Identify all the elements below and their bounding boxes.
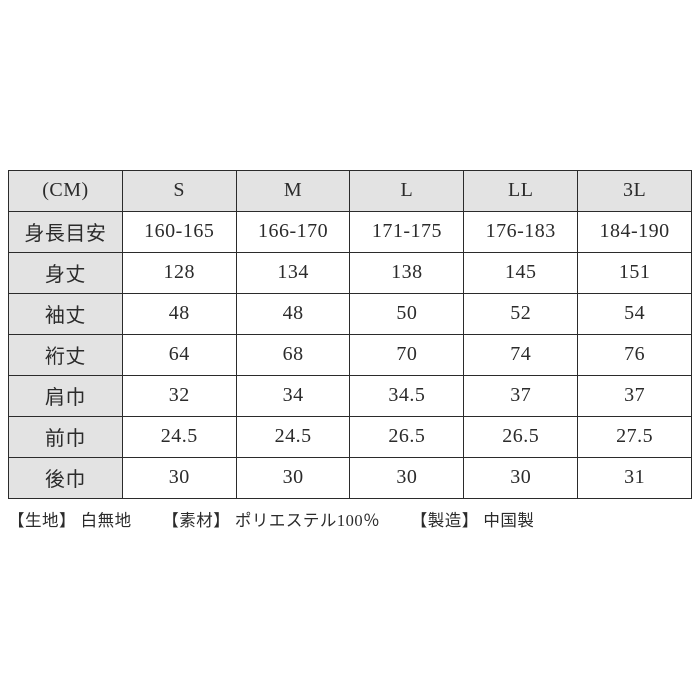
cell: 176-183 <box>464 211 578 252</box>
cell: 166-170 <box>236 211 350 252</box>
note-material: 【素材】 ポリエステル100％ <box>162 511 380 530</box>
row-label: 裄丈 <box>9 334 123 375</box>
row-label: 肩巾 <box>9 375 123 416</box>
col-header-ll: LL <box>464 170 578 211</box>
col-header-unit: (CM) <box>9 170 123 211</box>
cell: 151 <box>578 252 692 293</box>
header-row: (CM) S M L LL 3L <box>9 170 692 211</box>
cell: 31 <box>578 457 692 498</box>
cell: 52 <box>464 293 578 334</box>
cell: 128 <box>122 252 236 293</box>
cell: 64 <box>122 334 236 375</box>
size-chart-table: (CM) S M L LL 3L 身長目安 160-165 166-170 17… <box>8 170 692 499</box>
table-row: 前巾 24.5 24.5 26.5 26.5 27.5 <box>9 416 692 457</box>
row-label: 身丈 <box>9 252 123 293</box>
cell: 37 <box>578 375 692 416</box>
cell: 26.5 <box>464 416 578 457</box>
cell: 26.5 <box>350 416 464 457</box>
cell: 34 <box>236 375 350 416</box>
table-row: 身長目安 160-165 166-170 171-175 176-183 184… <box>9 211 692 252</box>
cell: 160-165 <box>122 211 236 252</box>
cell: 30 <box>122 457 236 498</box>
cell: 138 <box>350 252 464 293</box>
size-chart-container: (CM) S M L LL 3L 身長目安 160-165 166-170 17… <box>0 170 700 531</box>
cell: 171-175 <box>350 211 464 252</box>
cell: 184-190 <box>578 211 692 252</box>
cell: 30 <box>464 457 578 498</box>
cell: 24.5 <box>236 416 350 457</box>
row-label: 袖丈 <box>9 293 123 334</box>
cell: 145 <box>464 252 578 293</box>
table-row: 袖丈 48 48 50 52 54 <box>9 293 692 334</box>
row-label: 後巾 <box>9 457 123 498</box>
table-row: 肩巾 32 34 34.5 37 37 <box>9 375 692 416</box>
cell: 76 <box>578 334 692 375</box>
cell: 24.5 <box>122 416 236 457</box>
table-row: 裄丈 64 68 70 74 76 <box>9 334 692 375</box>
cell: 48 <box>122 293 236 334</box>
table-row: 後巾 30 30 30 30 31 <box>9 457 692 498</box>
col-header-m: M <box>236 170 350 211</box>
notes-line: 【生地】 白無地 【素材】 ポリエステル100％ 【製造】 中国製 <box>8 507 692 531</box>
row-label: 前巾 <box>9 416 123 457</box>
cell: 48 <box>236 293 350 334</box>
table-row: 身丈 128 134 138 145 151 <box>9 252 692 293</box>
cell: 134 <box>236 252 350 293</box>
note-origin: 【製造】 中国製 <box>411 511 535 530</box>
col-header-l: L <box>350 170 464 211</box>
cell: 68 <box>236 334 350 375</box>
cell: 70 <box>350 334 464 375</box>
row-label: 身長目安 <box>9 211 123 252</box>
note-fabric: 【生地】 白無地 <box>8 511 132 530</box>
cell: 30 <box>236 457 350 498</box>
cell: 54 <box>578 293 692 334</box>
cell: 27.5 <box>578 416 692 457</box>
cell: 32 <box>122 375 236 416</box>
cell: 37 <box>464 375 578 416</box>
col-header-s: S <box>122 170 236 211</box>
cell: 34.5 <box>350 375 464 416</box>
cell: 30 <box>350 457 464 498</box>
col-header-3l: 3L <box>578 170 692 211</box>
cell: 74 <box>464 334 578 375</box>
cell: 50 <box>350 293 464 334</box>
